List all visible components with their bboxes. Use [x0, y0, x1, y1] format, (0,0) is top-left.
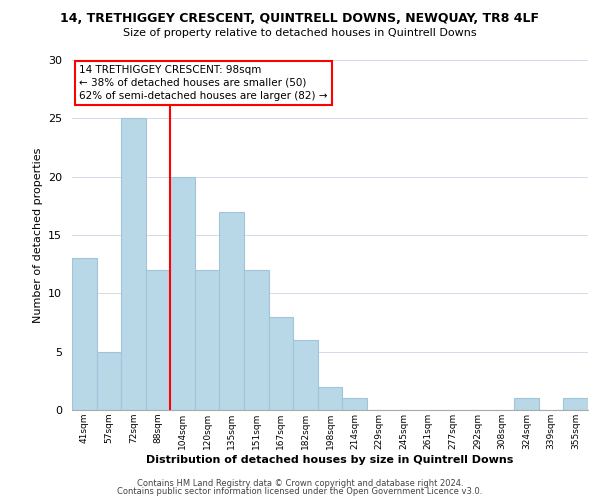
Text: Contains HM Land Registry data © Crown copyright and database right 2024.: Contains HM Land Registry data © Crown c… [137, 478, 463, 488]
Bar [195, 270, 220, 410]
Bar [318, 386, 342, 410]
Bar [342, 398, 367, 410]
Y-axis label: Number of detached properties: Number of detached properties [32, 148, 43, 322]
Bar [269, 316, 293, 410]
Bar [72, 258, 97, 410]
Bar [514, 398, 539, 410]
Bar [563, 398, 588, 410]
X-axis label: Distribution of detached houses by size in Quintrell Downs: Distribution of detached houses by size … [146, 454, 514, 464]
Text: 14 TRETHIGGEY CRESCENT: 98sqm
← 38% of detached houses are smaller (50)
62% of s: 14 TRETHIGGEY CRESCENT: 98sqm ← 38% of d… [79, 64, 328, 101]
Bar [170, 176, 195, 410]
Text: Contains public sector information licensed under the Open Government Licence v3: Contains public sector information licen… [118, 487, 482, 496]
Bar [293, 340, 318, 410]
Bar [121, 118, 146, 410]
Text: Size of property relative to detached houses in Quintrell Downs: Size of property relative to detached ho… [123, 28, 477, 38]
Text: 14, TRETHIGGEY CRESCENT, QUINTRELL DOWNS, NEWQUAY, TR8 4LF: 14, TRETHIGGEY CRESCENT, QUINTRELL DOWNS… [61, 12, 539, 26]
Bar [244, 270, 269, 410]
Bar [220, 212, 244, 410]
Bar [146, 270, 170, 410]
Bar [97, 352, 121, 410]
